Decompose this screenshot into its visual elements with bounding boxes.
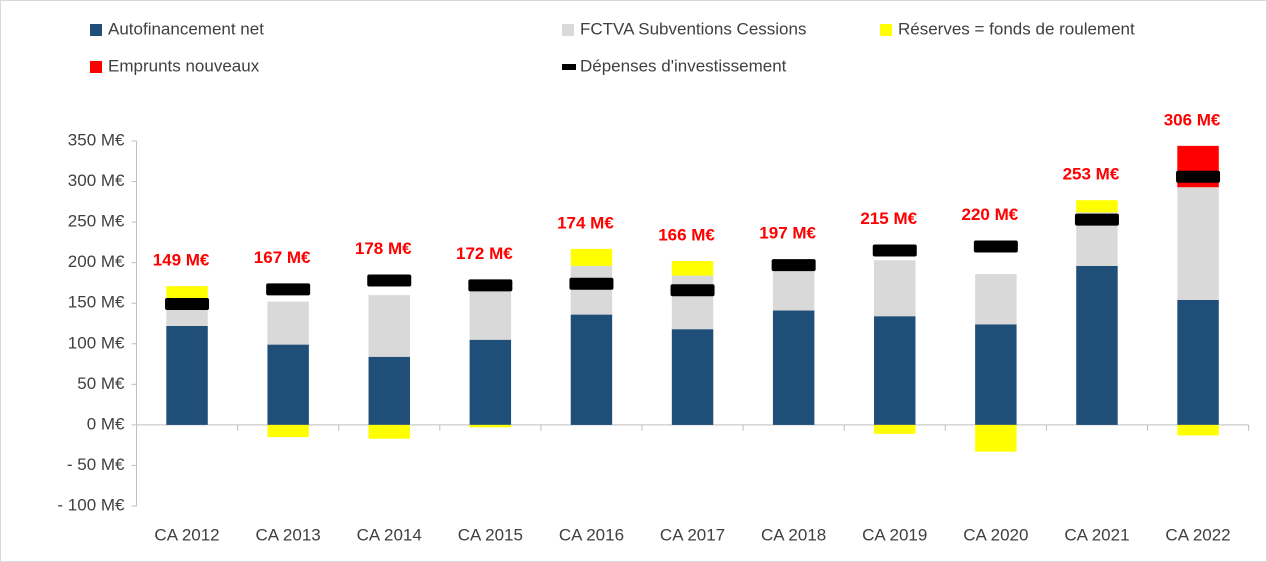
y-tick-label: 350 M€ [68,130,125,149]
legend-swatch [90,61,102,73]
value-label: 149 M€ [153,251,210,270]
expense-marker [670,284,715,297]
legend-swatch [90,24,102,36]
y-tick-label: 100 M€ [68,333,125,352]
bar-segment [570,265,613,315]
value-label: 306 M€ [1164,110,1221,129]
x-tick-label: CA 2016 [559,525,624,544]
expense-marker [468,279,513,292]
y-tick-label: 150 M€ [68,293,125,312]
expense-marker [165,298,210,311]
x-tick-label: CA 2018 [761,525,826,544]
legend-label: FCTVA Subventions Cessions [580,19,806,38]
bar-segment [671,329,714,425]
x-tick-label: CA 2014 [357,525,422,544]
expense-marker [1074,213,1119,226]
value-label: 174 M€ [557,213,614,232]
bar-segment [671,261,714,276]
x-tick-label: CA 2022 [1165,525,1230,544]
expense-marker [569,277,614,290]
x-tick-label: CA 2015 [458,525,523,544]
legend-label: Réserves = fonds de roulement [898,19,1135,38]
bar-segment [772,268,815,311]
bar-segment [469,424,512,428]
bar-segment [1076,265,1118,425]
y-tick-label: 250 M€ [68,212,125,231]
expense-marker [872,244,917,257]
value-label: 178 M€ [355,239,412,258]
x-tick-label: CA 2021 [1064,525,1129,544]
bar-segment [469,288,512,340]
y-tick-label: 200 M€ [68,252,125,271]
expense-marker [367,274,412,287]
bar-segment [166,325,208,425]
x-tick-label: CA 2020 [963,525,1028,544]
value-label: 197 M€ [759,224,816,243]
legend-swatch [562,64,576,70]
y-tick-label: 300 M€ [68,171,125,190]
bar-segment [570,314,613,425]
bar-segment [874,316,916,425]
value-label: 253 M€ [1063,165,1120,184]
value-label: 172 M€ [456,244,513,263]
bar-segment [570,248,613,266]
bar-segment [368,356,410,425]
y-tick-label: - 100 M€ [57,495,125,514]
bar-segment [975,274,1017,325]
y-tick-label: 0 M€ [87,414,125,433]
legend-label: Dépenses d'investissement [580,56,787,75]
bar-segment [1177,424,1219,436]
legend-swatch [880,24,892,36]
bar-segment [975,424,1017,452]
x-tick-label: CA 2012 [154,525,219,544]
value-label: 166 M€ [658,226,715,245]
y-tick-label: 50 M€ [77,374,125,393]
x-tick-label: CA 2019 [862,525,927,544]
bar-segment [469,339,512,425]
bar-segment [874,424,916,434]
bar-segment [772,310,815,425]
value-label: 167 M€ [254,248,311,267]
value-label: 215 M€ [860,209,917,228]
x-tick-label: CA 2013 [256,525,321,544]
expense-marker [266,283,311,296]
expense-marker [1176,170,1221,183]
bar-segment [267,344,309,425]
value-label: 220 M€ [961,205,1018,224]
bar-segment [874,260,916,317]
bar-segment [368,295,410,357]
legend-swatch [562,24,574,36]
y-tick-label: - 50 M€ [67,455,125,474]
bar-segment [368,424,410,439]
x-tick-label: CA 2017 [660,525,725,544]
expense-marker [771,259,816,272]
legend-label: Autofinancement net [108,19,264,38]
bar-segment [1177,187,1219,300]
bar-segment [1076,200,1118,213]
bar-segment [267,301,309,345]
legend-label: Emprunts nouveaux [108,56,260,75]
bar-segment [975,324,1017,425]
bar-segment [671,275,714,330]
bar-segment [267,424,309,438]
bar-segment [1177,299,1219,425]
expense-marker [973,240,1018,253]
